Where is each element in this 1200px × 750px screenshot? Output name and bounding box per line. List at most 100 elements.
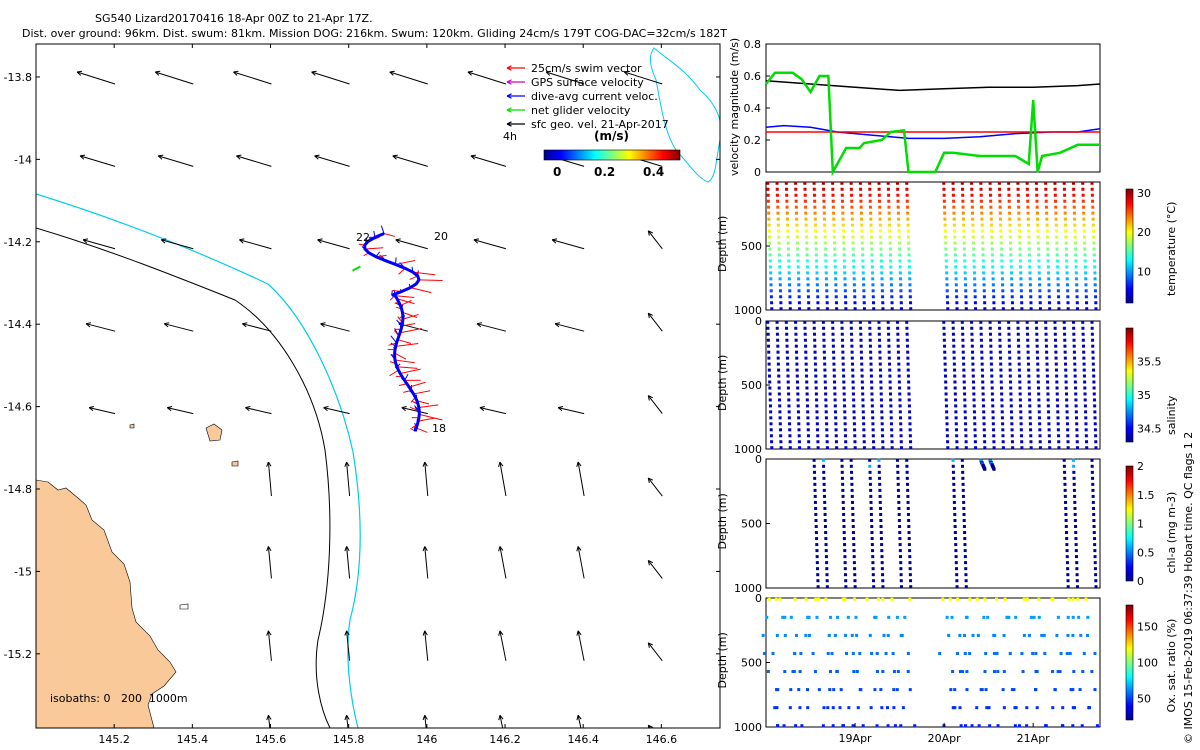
profile-point: [1072, 464, 1076, 468]
profile-point: [944, 380, 948, 384]
profile-point: [892, 706, 896, 710]
profile-point: [798, 706, 802, 710]
profile-point: [806, 428, 810, 432]
profile-point: [945, 289, 949, 293]
profile-point: [816, 573, 820, 577]
profile-point: [1016, 193, 1020, 197]
profile-point: [799, 651, 803, 655]
swim-vector: [419, 413, 443, 421]
profile-point: [1009, 398, 1013, 402]
profile-point: [889, 404, 893, 408]
profile-point: [896, 211, 900, 215]
section-frame: [765, 597, 1101, 728]
geo-vector-head: [163, 323, 169, 328]
profile-point: [1093, 561, 1097, 565]
profile-point: [881, 440, 885, 444]
geo-vector-head: [395, 239, 400, 244]
map-colorbar-tick-0: 0: [553, 165, 561, 179]
profile-point: [1082, 229, 1086, 233]
profile-point: [824, 259, 828, 263]
profile-point: [795, 350, 799, 354]
profile-point: [972, 392, 976, 396]
profile-point: [1063, 470, 1067, 474]
profile-point: [840, 187, 844, 191]
profile-point: [1094, 440, 1098, 444]
profile-point: [1057, 295, 1061, 299]
profile-point: [880, 543, 884, 547]
day-label-18: 18: [432, 422, 446, 435]
profile-point: [954, 271, 958, 275]
geo-vector-head: [82, 238, 89, 241]
geo-vector-head: [346, 461, 350, 467]
profile-point: [777, 253, 781, 257]
profile-point: [803, 332, 807, 336]
profile-point: [812, 332, 816, 336]
profile-point: [962, 633, 966, 637]
profile-point: [1035, 332, 1039, 336]
profile-point: [849, 187, 853, 191]
profile-point: [776, 688, 780, 692]
profile-point: [968, 597, 972, 601]
profile-point: [1094, 307, 1098, 311]
profile-point: [858, 181, 862, 185]
profile-point: [990, 235, 994, 239]
profile-point: [1029, 301, 1033, 305]
profile-point: [804, 229, 808, 233]
profile-point: [833, 253, 837, 257]
geo-vector: [395, 239, 428, 250]
vel-ytick-label: 0.8: [744, 38, 762, 51]
geo-vector-head: [470, 154, 476, 157]
profile-point: [816, 428, 820, 432]
profile-point: [1083, 386, 1087, 390]
profile-point: [1017, 205, 1021, 209]
glider-track: [352, 225, 443, 433]
profile-point: [813, 199, 817, 203]
profile-point: [834, 416, 838, 420]
geo-vector: [267, 715, 271, 728]
profile-point: [994, 597, 998, 601]
profile-point: [833, 265, 837, 269]
swim-vector: [397, 339, 412, 344]
profile-point: [775, 326, 779, 330]
profile-point: [822, 350, 826, 354]
profile-point: [956, 597, 960, 601]
profile-point: [783, 670, 787, 674]
profile-point: [1057, 307, 1061, 311]
profile-point: [851, 724, 855, 728]
profile-point: [1065, 651, 1069, 655]
profile-point: [841, 362, 845, 366]
profile-point: [896, 205, 900, 209]
profile-point: [944, 259, 948, 263]
geo-vector: [158, 155, 194, 167]
profile-point: [1076, 597, 1080, 601]
profile-point: [805, 392, 809, 396]
profile-point: [813, 344, 817, 348]
profile-point: [964, 307, 968, 311]
geo-vector-head: [323, 407, 328, 412]
profile-point: [877, 470, 881, 474]
profile-point: [852, 271, 856, 275]
profile-point: [1084, 289, 1088, 293]
profile-point: [898, 525, 902, 529]
profile-point: [973, 289, 977, 293]
profile-point: [817, 597, 821, 601]
profile-point: [1001, 295, 1005, 299]
profile-point: [1073, 512, 1077, 516]
geo-vector-head: [648, 312, 653, 316]
profile-point: [1074, 531, 1078, 535]
profile-point: [786, 362, 790, 366]
profile-point: [851, 386, 855, 390]
profile-point: [795, 380, 799, 384]
profile-point: [1028, 422, 1032, 426]
profile-point: [1093, 688, 1097, 692]
profile-point: [889, 422, 893, 426]
profile-point: [821, 458, 825, 462]
profile-point: [980, 344, 984, 348]
profile-point: [999, 235, 1003, 239]
profile-point: [1093, 549, 1097, 553]
profile-point: [958, 706, 962, 710]
profile-point: [862, 295, 866, 299]
section-xtick-label: 19Apr: [839, 732, 873, 745]
profile-point: [806, 271, 810, 275]
